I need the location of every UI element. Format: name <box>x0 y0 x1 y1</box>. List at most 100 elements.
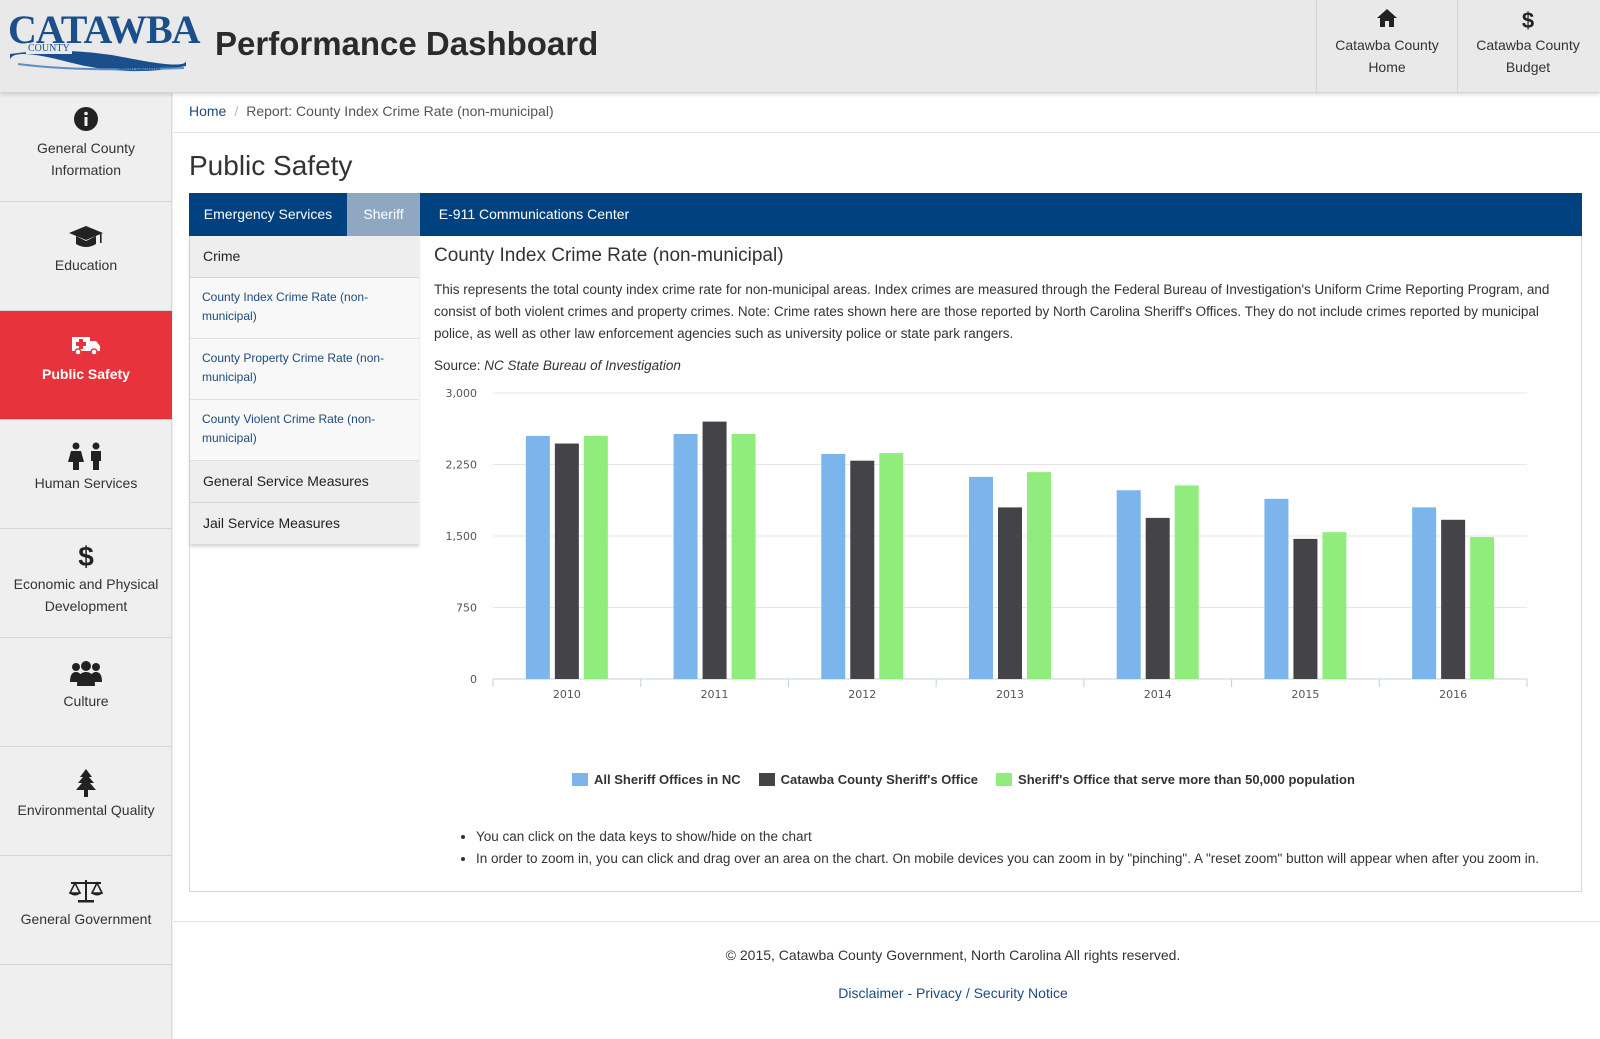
note-item: In order to zoom in, you can click and d… <box>476 848 1560 870</box>
subnav-county-violent-crime-rate[interactable]: County Violent Crime Rate (non- municipa… <box>190 400 419 461</box>
legend-item[interactable]: Sheriff's Office that serve more than 50… <box>996 772 1355 787</box>
graduation-cap-icon <box>0 224 172 252</box>
report-title: County Index Crime Rate (non-municipal) <box>434 245 784 266</box>
sidebar-item-culture[interactable]: Culture <box>0 638 172 747</box>
sidebar-item-label-2: Development <box>44 598 128 614</box>
x-tick-label: 2011 <box>701 688 729 701</box>
chart-notes: You can click on the data keys to show/h… <box>460 826 1560 870</box>
legend-swatch <box>996 773 1013 786</box>
catawba-county-logo[interactable]: CATAWBA COUNTY North Carolina <box>8 10 201 76</box>
x-tick-label: 2015 <box>1291 688 1319 701</box>
county-budget-line1: Catawba County <box>1476 37 1580 53</box>
subnav-county-property-crime-rate[interactable]: County Property Crime Rate (non- municip… <box>190 339 419 400</box>
logo-text: CATAWBA <box>8 7 201 52</box>
source-label: Source: <box>434 358 481 373</box>
legend-label: All Sheriff Offices in NC <box>594 772 741 787</box>
sidebar-item-public-safety[interactable]: Public Safety <box>0 311 172 420</box>
people-icon <box>0 442 172 470</box>
chart-bar[interactable] <box>1116 490 1141 679</box>
tab-sheriff[interactable]: Sheriff <box>347 193 420 236</box>
chart-bar[interactable] <box>1441 519 1466 679</box>
subnav-link-label: County Violent Crime Rate (non- <box>202 412 376 426</box>
legend-item[interactable]: Catawba County Sheriff's Office <box>758 772 978 787</box>
footer-copyright: © 2015, Catawba County Government, North… <box>725 947 1181 963</box>
sidebar-item-label-2: Information <box>50 162 122 178</box>
chart-bar[interactable] <box>702 421 727 679</box>
chart-bar[interactable] <box>1264 498 1289 679</box>
sidebar-item-general-government[interactable]: General Government <box>0 856 172 965</box>
y-tick-label: 1,500 <box>446 530 478 543</box>
chart-bar[interactable] <box>1293 538 1318 679</box>
subnav-jail-service-measures[interactable]: Jail Service Measures <box>190 503 419 545</box>
chart-bar[interactable] <box>554 443 579 679</box>
page-title: Public Safety <box>189 150 353 181</box>
tab-emergency-services[interactable]: Emergency Services <box>203 206 333 222</box>
chart-bar[interactable] <box>1470 536 1495 679</box>
county-budget-link[interactable]: $ Catawba County Budget <box>1457 0 1598 93</box>
sidebar-item-label: Culture <box>63 693 109 709</box>
chart-bar[interactable] <box>525 435 550 679</box>
subnav-general-service-measures[interactable]: General Service Measures <box>190 461 419 503</box>
sidebar-item-general-county-information[interactable]: General County Information <box>0 93 172 202</box>
report-source: Source: NC State Bureau of Investigation <box>434 358 681 373</box>
sidebar-item-education[interactable]: Education <box>0 202 172 311</box>
chart-bar[interactable] <box>969 476 993 679</box>
sidebar-item-human-services[interactable]: Human Services <box>0 420 172 529</box>
chart-bar[interactable] <box>673 433 698 679</box>
sidebar-item-environmental-quality[interactable]: Environmental Quality <box>0 747 172 856</box>
crime-rate-chart[interactable]: 0 750 1,500 2,250 3,000 2010 2011 2012 2013 2014 2… <box>434 384 1554 704</box>
legend-swatch <box>572 773 588 786</box>
chart-bar[interactable] <box>731 433 756 679</box>
disclaimer-link[interactable]: Disclaimer <box>838 985 904 1001</box>
sidebar-item-label: Environmental Quality <box>17 802 155 818</box>
chart-bar[interactable] <box>583 435 608 679</box>
group-icon <box>0 660 172 688</box>
dollar-icon: $ <box>78 541 94 572</box>
y-tick-label: 0 <box>470 673 477 686</box>
legend-label: Sheriff's Office that serve more than 50… <box>1018 772 1355 787</box>
chart-bar[interactable] <box>1412 507 1437 679</box>
sidebar-item-economic-physical-development[interactable]: $ Economic and Physical Development <box>0 529 172 638</box>
chart-bar[interactable] <box>998 507 1022 679</box>
x-tick-label: 2016 <box>1439 688 1467 701</box>
breadcrumb-home-link[interactable]: Home <box>189 103 227 119</box>
chart-bar[interactable] <box>1027 472 1051 679</box>
privacy-security-link[interactable]: Privacy / Security Notice <box>916 985 1068 1001</box>
report-panel: Crime County Index Crime Rate (non- muni… <box>189 236 1582 892</box>
tab-bar: Emergency Services Sheriff E-911 Communi… <box>189 193 1582 236</box>
x-tick-label: 2010 <box>553 688 581 701</box>
footer-links: Disclaimer - Privacy / Security Notice <box>173 985 1600 1001</box>
sidebar-item-label: General County <box>36 140 136 156</box>
x-tick-label: 2012 <box>848 688 876 701</box>
tab-e911-communications-center[interactable]: E-911 Communications Center <box>438 206 630 222</box>
county-budget-line2: Budget <box>1505 59 1551 75</box>
chart-bar[interactable] <box>879 453 904 679</box>
subnav-link-label: County Property Crime Rate (non- <box>202 351 385 365</box>
breadcrumb: Home / Report: County Index Crime Rate (no… <box>173 93 1600 133</box>
tree-icon <box>0 769 172 797</box>
county-home-link[interactable]: Catawba County Home <box>1316 0 1457 93</box>
y-tick-label: 3,000 <box>446 387 478 400</box>
footer-divider <box>173 921 1600 922</box>
chart-bar[interactable] <box>850 460 875 679</box>
subnav-crime-heading[interactable]: Crime <box>190 236 419 278</box>
y-tick-label: 750 <box>456 602 477 615</box>
breadcrumb-separator: / <box>234 103 239 119</box>
sub-navigation: Crime County Index Crime Rate (non- muni… <box>190 236 419 545</box>
chart-legend: All Sheriff Offices in NC Catawba County … <box>572 772 1373 787</box>
chart-bar[interactable] <box>1322 532 1347 679</box>
chart-bar[interactable] <box>821 454 846 679</box>
legend-item[interactable]: All Sheriff Offices in NC <box>572 772 741 787</box>
logo-state: North Carolina <box>118 66 160 72</box>
sidebar-item-label: Human Services <box>34 475 138 491</box>
sidebar-item-label: General Government <box>20 911 152 927</box>
sidebar: General County Information Education Pub… <box>0 93 172 1039</box>
subnav-county-index-crime-rate[interactable]: County Index Crime Rate (non- municipal) <box>190 278 419 339</box>
y-tick-label: 2,250 <box>446 459 478 472</box>
top-header: CATAWBA COUNTY North Carolina Performanc… <box>0 0 1600 93</box>
source-value: NC State Bureau of Investigation <box>484 358 681 373</box>
x-tick-label: 2014 <box>1144 688 1172 701</box>
chart-bar[interactable] <box>1145 517 1170 679</box>
chart-bar[interactable] <box>1174 485 1199 679</box>
subnav-link-label-2: municipal) <box>202 309 257 323</box>
